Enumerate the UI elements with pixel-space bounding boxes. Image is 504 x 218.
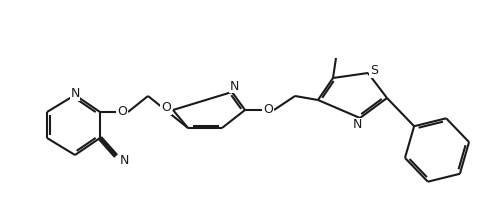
Text: N: N [229,80,239,92]
Text: S: S [370,65,378,78]
Text: O: O [263,104,273,116]
Text: N: N [71,87,80,100]
Text: O: O [117,106,127,119]
Text: O: O [161,102,171,114]
Text: N: N [352,119,362,131]
Text: N: N [119,155,129,167]
